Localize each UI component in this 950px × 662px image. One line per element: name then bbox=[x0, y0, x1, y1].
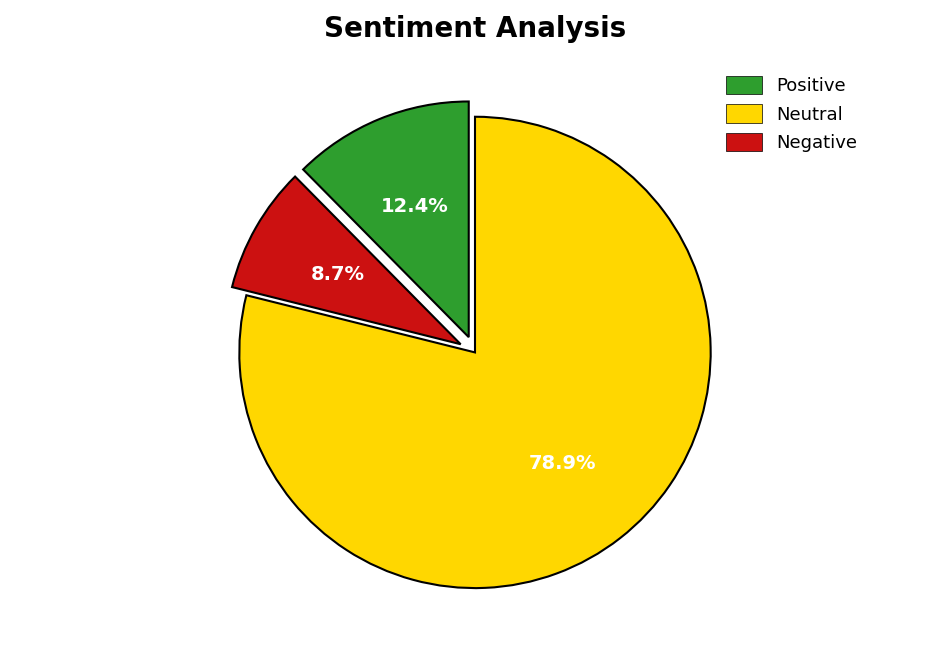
Text: 78.9%: 78.9% bbox=[528, 454, 596, 473]
Wedge shape bbox=[232, 177, 461, 344]
Title: Sentiment Analysis: Sentiment Analysis bbox=[324, 15, 626, 43]
Wedge shape bbox=[303, 101, 468, 337]
Text: 12.4%: 12.4% bbox=[381, 197, 449, 216]
Legend: Positive, Neutral, Negative: Positive, Neutral, Negative bbox=[717, 67, 866, 161]
Wedge shape bbox=[239, 117, 711, 588]
Text: 8.7%: 8.7% bbox=[311, 265, 365, 284]
